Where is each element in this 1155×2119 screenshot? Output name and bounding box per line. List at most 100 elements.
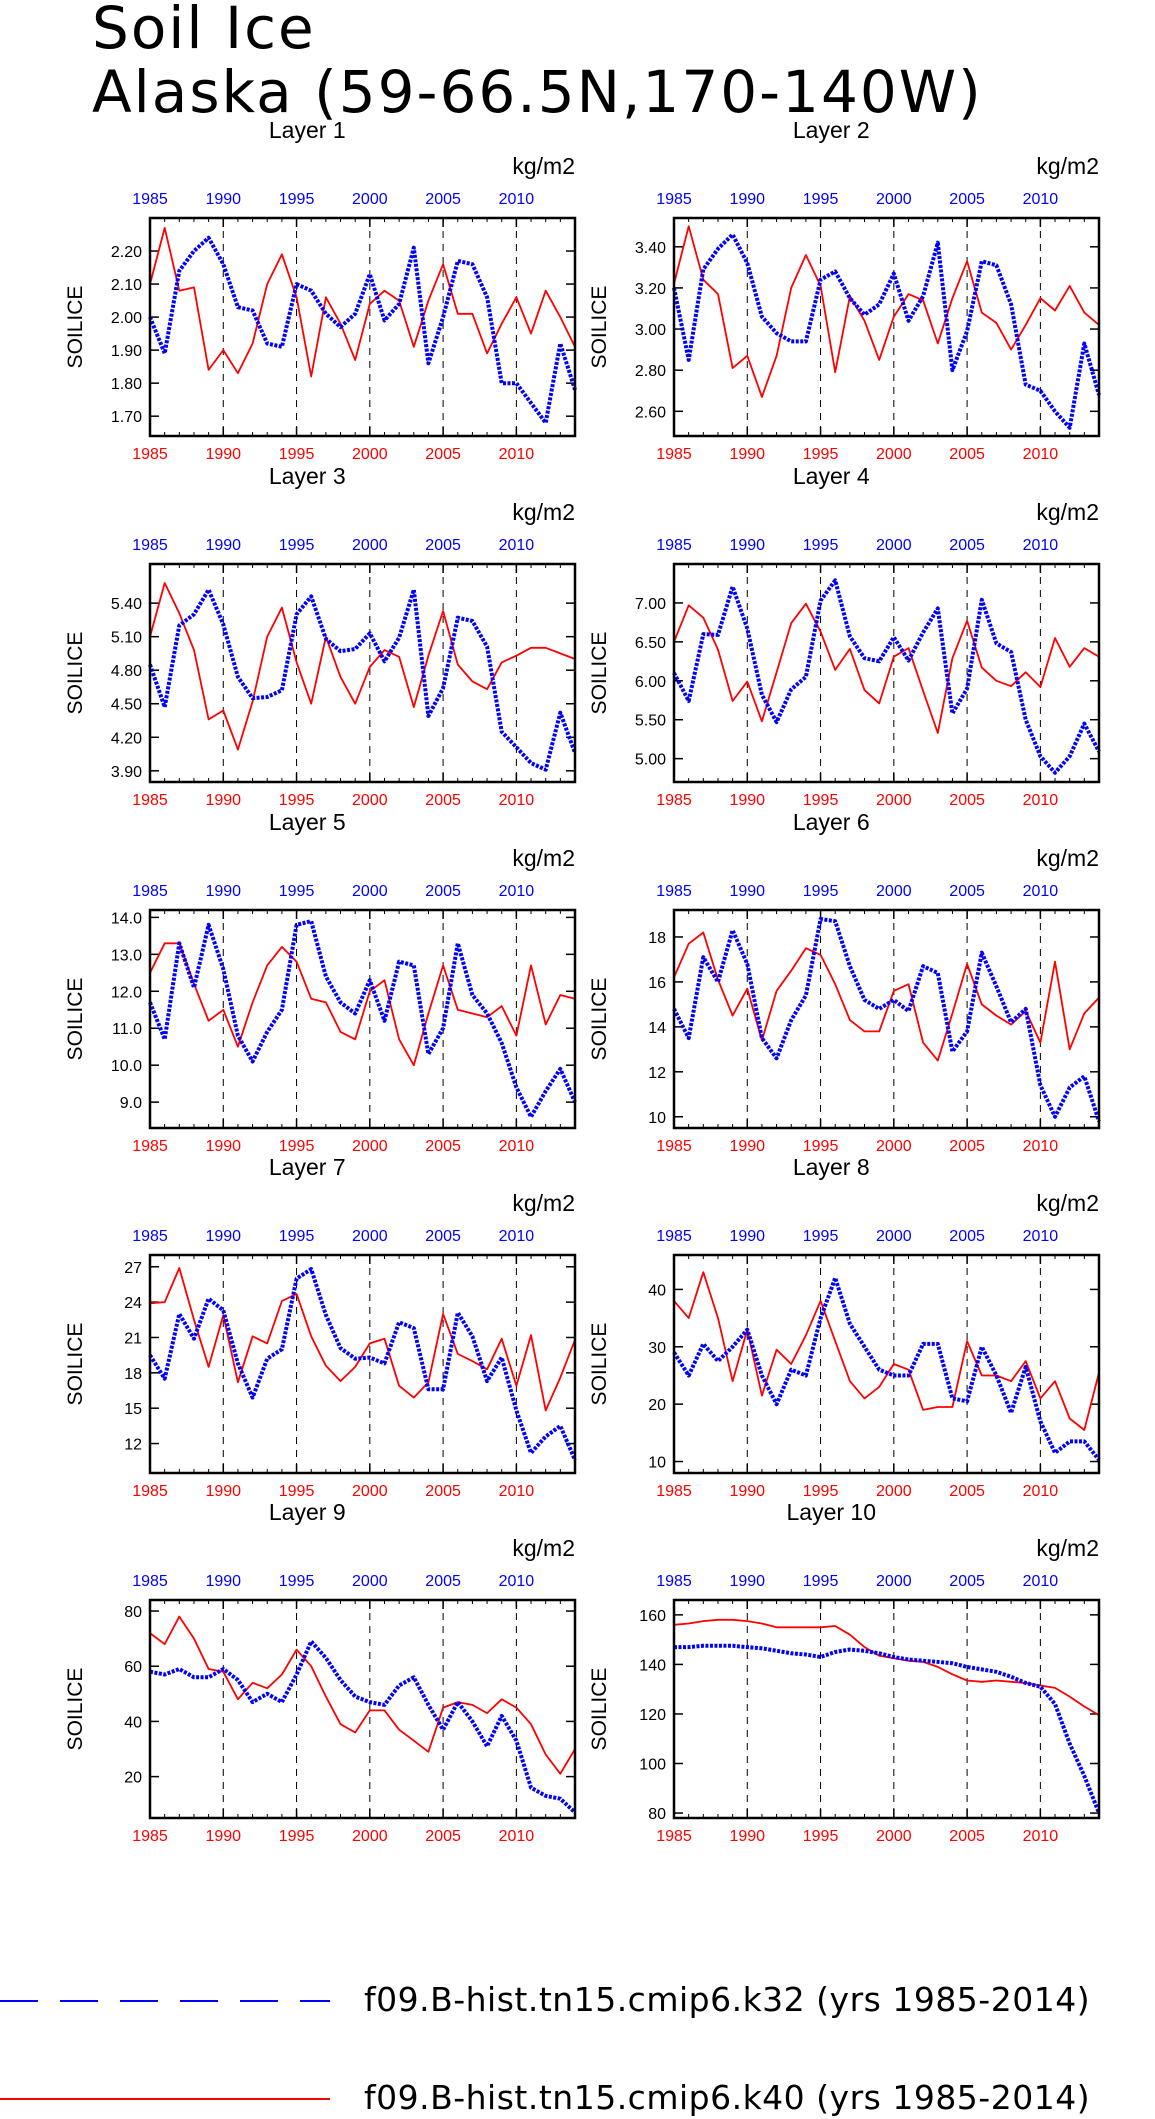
x-tick-label-bottom: 2000 [352,1138,388,1155]
x-tick-label-top: 1985 [132,1228,168,1245]
units-label: kg/m2 [512,1190,575,1216]
y-tick-label: 20 [648,1397,666,1414]
x-tick-label-top: 2010 [499,883,535,900]
x-tick-label-top: 2005 [949,1573,985,1590]
x-tick-label-top: 2005 [949,191,985,208]
panel-title: Layer 3 [269,463,346,489]
x-tick-label-bottom: 2005 [425,792,461,809]
y-tick-label: 60 [124,1659,142,1676]
x-tick-label-bottom: 2000 [352,1483,388,1500]
series-line-k32 [148,919,577,1119]
panel-title: Layer 7 [269,1154,346,1180]
x-tick-label-top: 1995 [279,191,315,208]
y-tick-label: 3.90 [111,764,142,781]
series-line-k40 [673,225,1100,398]
x-tick-label-top: 1990 [729,1573,765,1590]
x-tick-label-bottom: 1990 [205,1828,241,1845]
y-tick-label: 6.50 [635,635,666,652]
plot-frame [148,562,577,784]
chart-subtitle: Alaska (59-66.5N,170-140W) [92,58,983,126]
x-tick-label-top: 1990 [729,883,765,900]
panel-title: Layer 8 [793,1154,870,1180]
y-tick-label: 5.50 [635,713,666,730]
x-tick-label-top: 2010 [1023,883,1059,900]
x-tick-label-bottom: 1985 [132,446,168,463]
y-tick-label: 140 [639,1657,666,1674]
x-tick-label-bottom: 1990 [205,792,241,809]
y-tick-label: 13.0 [111,947,142,964]
x-tick-label-bottom: 1990 [205,446,241,463]
y-tick-label: 80 [124,1604,142,1621]
y-tick-label: 27 [124,1260,142,1277]
x-tick-label-bottom: 1995 [803,1138,839,1155]
y-axis-label: SOILICE [64,1323,87,1406]
panel-title: Layer 10 [786,1499,876,1525]
chart-grid: Layer 1 kg/m2 SOILICE 1985 1985 1990 1990 1995 1… [64,117,1101,1845]
y-tick-label: 4.80 [111,663,142,680]
x-tick-label-bottom: 2005 [425,1483,461,1500]
units-label: kg/m2 [512,499,575,525]
x-tick-label-bottom: 1990 [729,1483,765,1500]
x-tick-label-bottom: 1995 [279,792,315,809]
series-line-k32 [149,1639,577,1814]
x-tick-label-bottom: 2005 [425,1138,461,1155]
y-tick-label: 10 [648,1455,666,1472]
x-tick-label-top: 2000 [352,537,388,554]
series-line-k40 [149,1267,576,1412]
x-tick-label-top: 2010 [499,537,535,554]
x-tick-label-bottom: 1985 [132,1138,168,1155]
panel-title: Layer 2 [793,117,870,143]
x-tick-label-top: 1990 [729,1228,765,1245]
y-tick-label: 1.70 [111,409,142,426]
x-tick-label-bottom: 1990 [729,1138,765,1155]
units-label: kg/m2 [512,1535,575,1561]
y-tick-label: 11.0 [112,1021,142,1038]
y-tick-label: 5.10 [111,630,142,647]
x-tick-label-bottom: 2005 [949,1138,985,1155]
y-tick-label: 2.20 [111,244,142,261]
x-tick-label-bottom: 2010 [1023,1483,1059,1500]
y-axis-label: SOILICE [588,1668,611,1751]
x-tick-label-top: 2010 [1023,1573,1059,1590]
legend-line-k40 [0,2098,330,2100]
x-tick-label-bottom: 2010 [499,792,535,809]
x-tick-label-top: 1990 [205,191,241,208]
panel-title: Layer 4 [793,463,870,489]
y-tick-label: 16 [648,975,666,992]
x-tick-label-top: 1990 [205,1228,241,1245]
y-tick-label: 7.00 [635,596,666,613]
series-line-k40 [673,931,1100,1062]
y-tick-label: 2.80 [635,363,666,380]
y-tick-label: 3.40 [635,240,666,257]
legend-line-k32 [0,2000,330,2002]
series-line-k40 [149,582,576,751]
x-tick-label-top: 2005 [949,1228,985,1245]
y-tick-label: 100 [639,1757,666,1774]
series-line-k40 [673,602,1100,734]
chart-title: Soil Ice [92,0,316,62]
x-tick-label-bottom: 2010 [1023,1138,1059,1155]
x-tick-label-top: 2005 [425,883,461,900]
plot-frame [672,1598,1101,1820]
y-axis-label: SOILICE [64,632,87,715]
x-tick-label-bottom: 1985 [656,792,692,809]
x-tick-label-bottom: 2000 [352,1828,388,1845]
x-tick-label-top: 2005 [949,537,985,554]
x-tick-label-bottom: 2010 [499,446,535,463]
y-tick-label: 24 [124,1295,142,1312]
panel-title: Layer 9 [269,1499,346,1525]
x-tick-label-bottom: 2010 [1023,1828,1059,1845]
y-tick-label: 40 [648,1282,666,1299]
y-tick-label: 14 [648,1020,666,1037]
y-tick-label: 3.20 [635,281,666,298]
series-line-k32 [148,1267,577,1461]
series-line-k32 [674,1643,1101,1814]
x-tick-label-top: 1985 [656,1228,692,1245]
x-tick-label-bottom: 1995 [803,1483,839,1500]
y-tick-label: 15 [124,1401,142,1418]
y-tick-label: 12 [648,1065,666,1082]
x-tick-label-bottom: 1985 [132,792,168,809]
y-axis-label: SOILICE [588,632,611,715]
x-tick-label-bottom: 1995 [803,446,839,463]
x-tick-label-bottom: 1990 [729,446,765,463]
